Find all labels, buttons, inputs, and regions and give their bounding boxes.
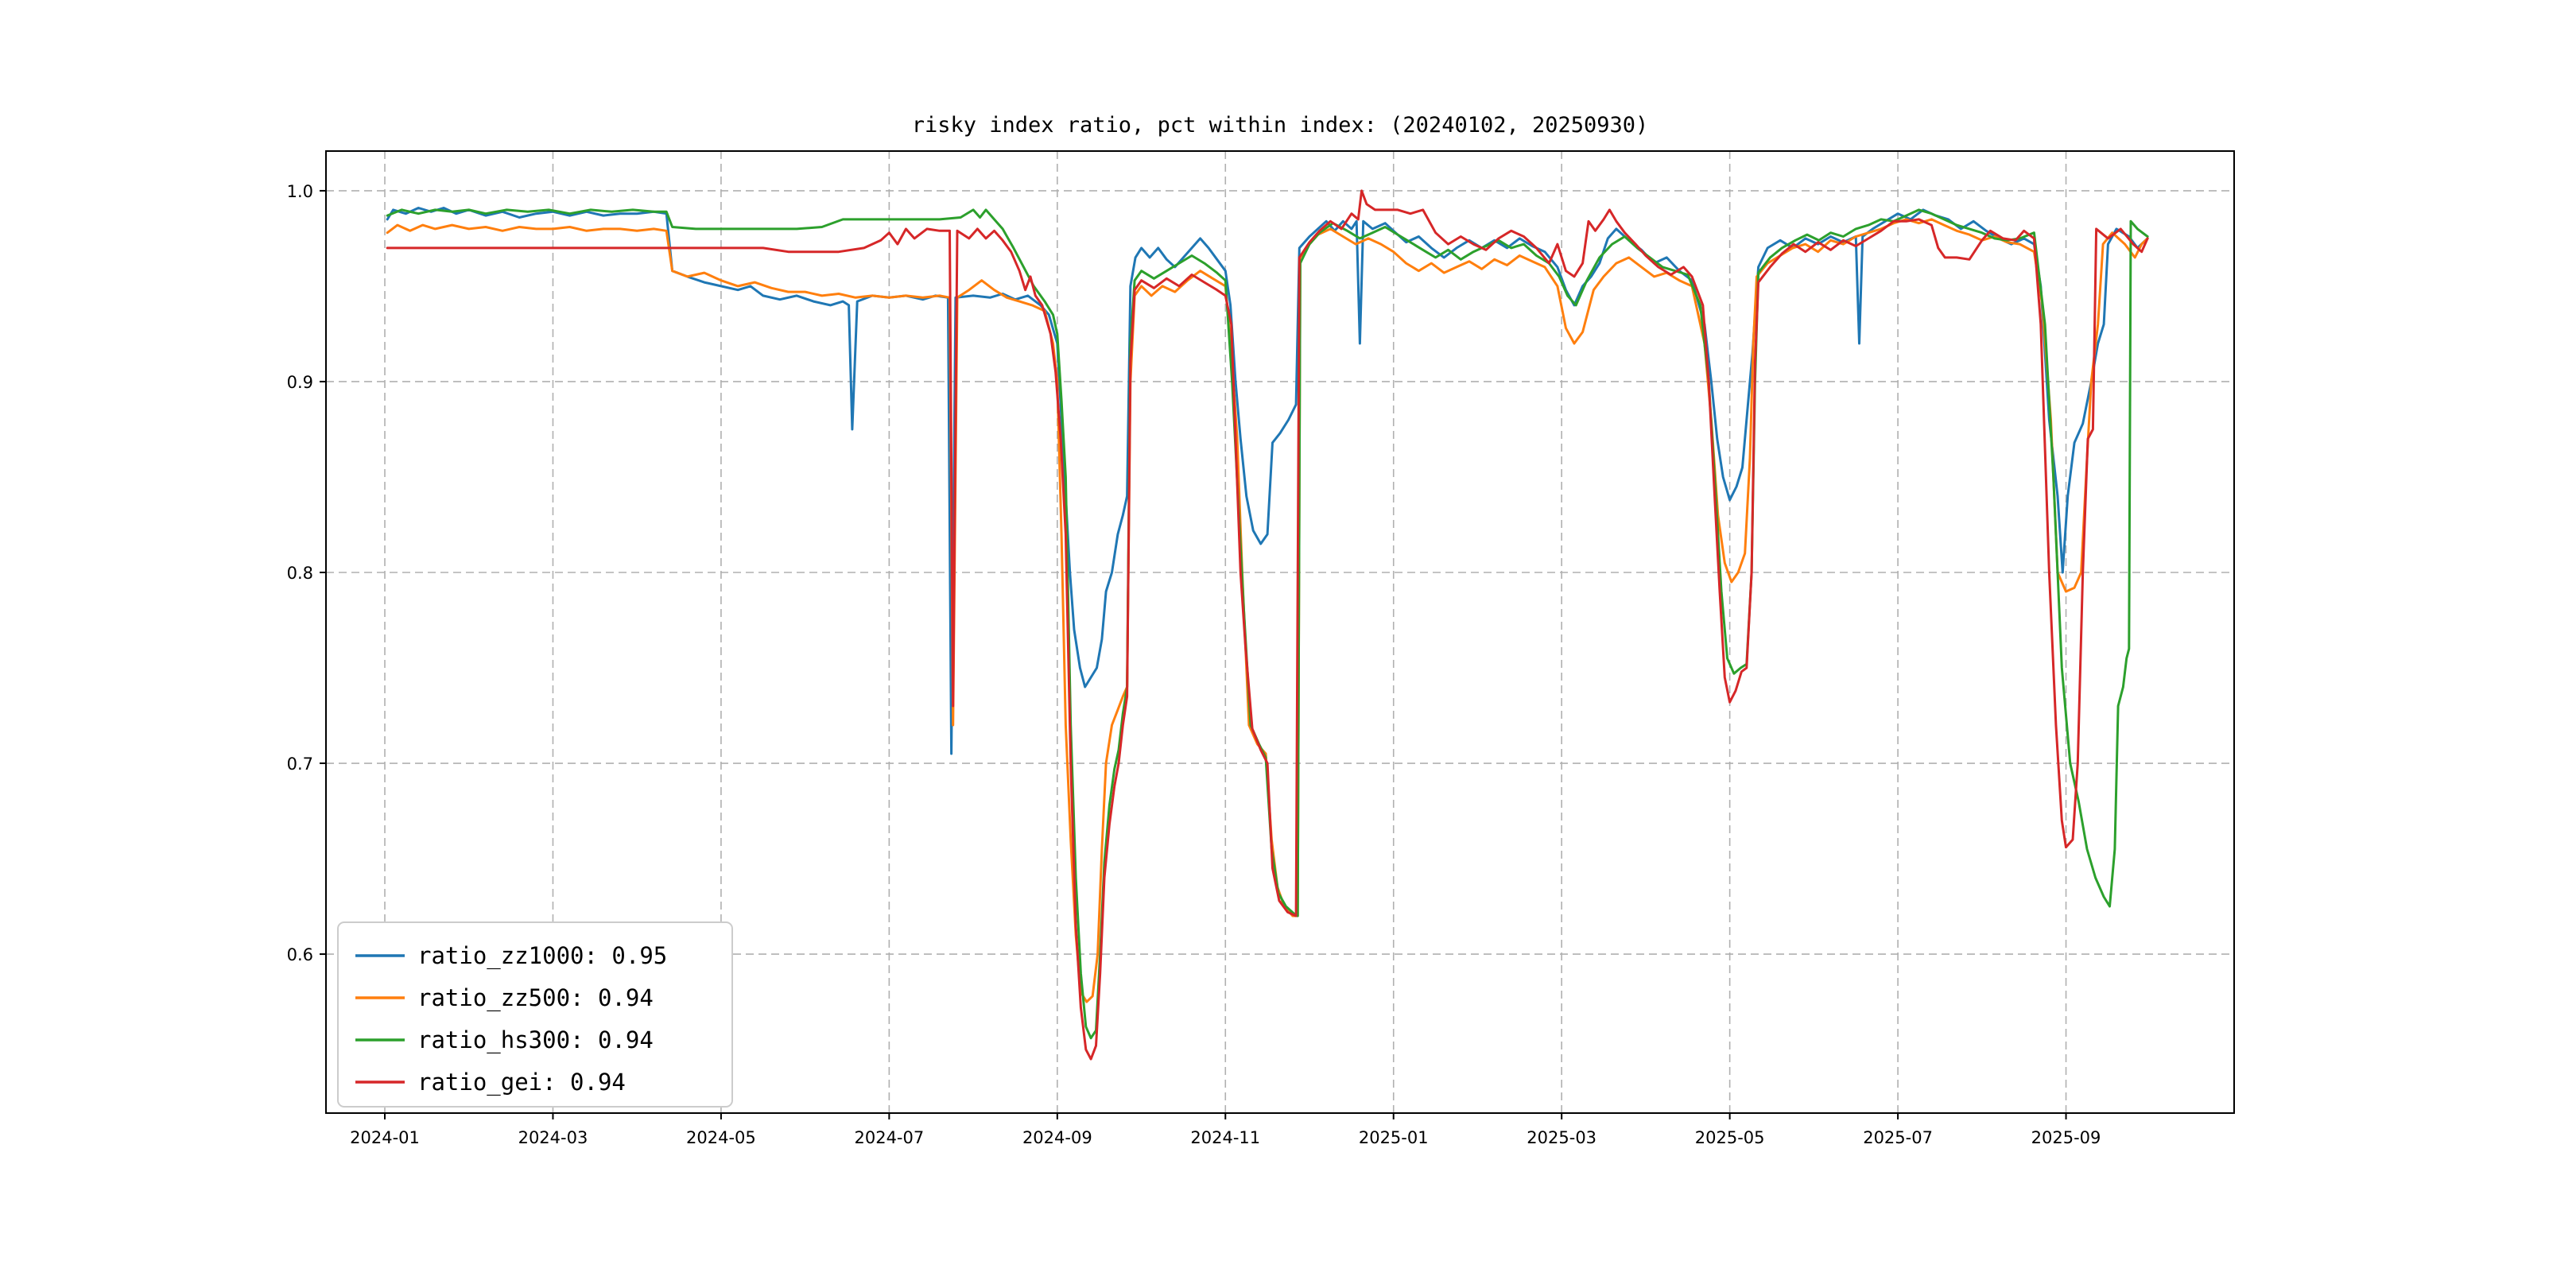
plot-border: [325, 150, 2235, 1114]
legend-entry-ratio_zz1000: ratio_zz1000: 0.95: [417, 942, 667, 970]
series-line-ratio_hs300: [386, 208, 2149, 1040]
series-line-ratio_zz1000: [386, 207, 2149, 755]
y-tick-label: 0.7: [287, 755, 313, 774]
y-tick-label: 0.8: [287, 564, 313, 583]
series-line-ratio_gei: [386, 189, 2149, 1061]
x-tick-label: 2025-09: [2031, 1128, 2101, 1147]
series-line-ratio_zz500: [386, 218, 2149, 1003]
x-tick-label: 2025-01: [1359, 1128, 1429, 1147]
legend-entry-ratio_gei: ratio_gei: 0.94: [417, 1069, 626, 1096]
x-tick-label: 2024-09: [1022, 1128, 1092, 1147]
x-tick-label: 2024-01: [350, 1128, 420, 1147]
x-tick-label: 2025-03: [1527, 1128, 1596, 1147]
x-tick-label: 2024-03: [518, 1128, 588, 1147]
x-tick-label: 2025-05: [1695, 1128, 1765, 1147]
x-tick-label: 2024-05: [686, 1128, 756, 1147]
y-tick-label: 1.0: [287, 182, 313, 201]
x-tick-label: 2024-07: [854, 1128, 924, 1147]
x-tick-label: 2024-11: [1190, 1128, 1260, 1147]
x-tick-label: 2025-07: [1863, 1128, 1933, 1147]
legend: ratio_zz1000: 0.95 ratio_zz500: 0.94 ratio…: [337, 921, 733, 1108]
y-tick-label: 0.9: [287, 373, 313, 392]
legend-box: [337, 921, 733, 1108]
legend-entry-ratio_zz500: ratio_zz500: 0.94: [417, 984, 654, 1012]
y-tick-label: 0.6: [287, 945, 313, 964]
chart-title: risky index ratio, pct within index: (20…: [911, 113, 1649, 138]
legend-entry-ratio_hs300: ratio_hs300: 0.94: [417, 1026, 654, 1054]
